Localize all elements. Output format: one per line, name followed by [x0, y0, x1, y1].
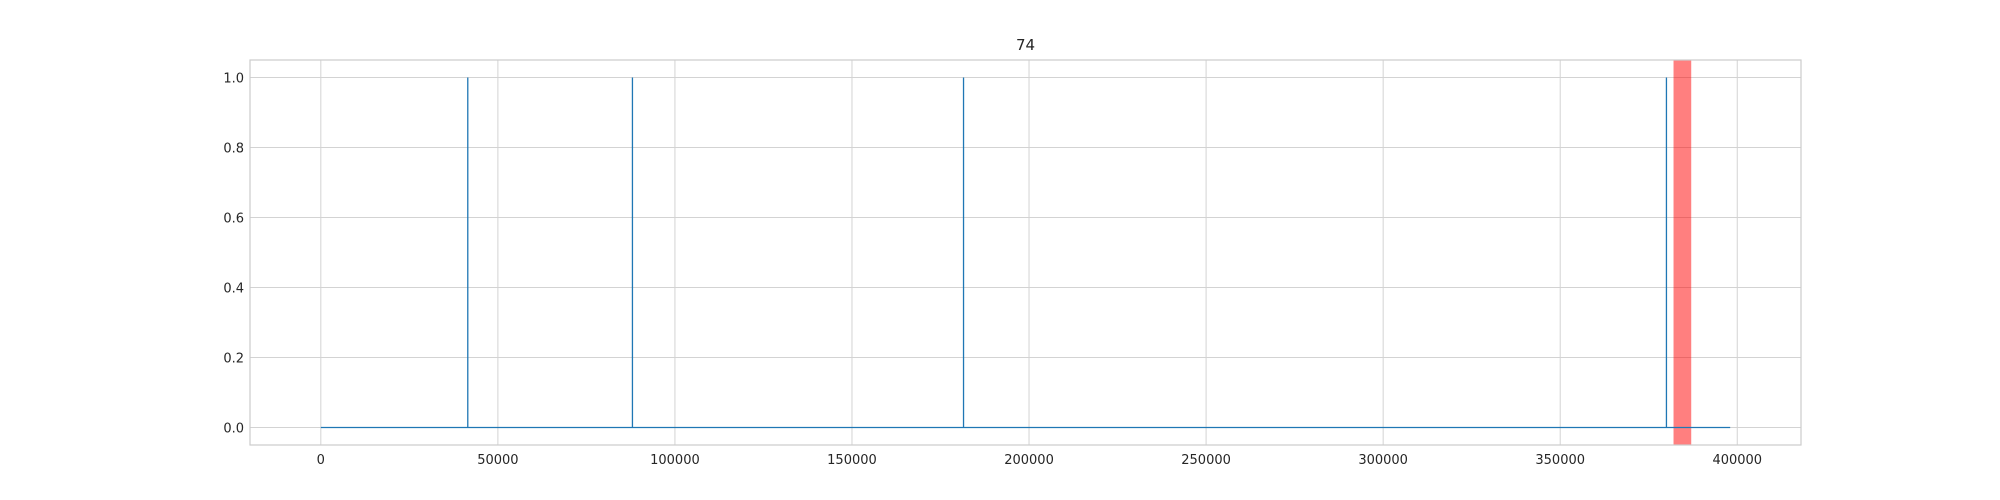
highlight-spans — [1673, 60, 1692, 445]
x-tick-label: 50000 — [477, 453, 518, 468]
x-tick-label: 300000 — [1358, 453, 1408, 468]
x-tick-label: 150000 — [827, 453, 877, 468]
plot-frame — [249, 59, 1802, 446]
y-tick-label: 0.8 — [223, 142, 244, 157]
y-tick-label: 0.2 — [223, 352, 244, 367]
x-tick-label: 350000 — [1535, 453, 1585, 468]
y-tick-label: 0.0 — [223, 422, 244, 437]
highlight-span-0 — [1673, 60, 1692, 445]
chart-title: 74 — [1016, 36, 1035, 54]
series-layer — [320, 77, 1731, 429]
grid — [250, 60, 1801, 445]
y-axis-ticks: 0.0 0.2 0.4 0.6 0.8 1.0 — [223, 72, 244, 437]
y-tick-label: 0.6 — [223, 212, 244, 227]
x-tick-label: 0 — [317, 453, 325, 468]
y-tick-label: 1.0 — [223, 72, 244, 87]
x-tick-label: 200000 — [1004, 453, 1054, 468]
x-axis-ticks: 0 50000 100000 150000 200000 250000 300000 3500… — [317, 453, 1762, 468]
series-line-0 — [320, 77, 1731, 429]
x-tick-label: 250000 — [1181, 453, 1231, 468]
x-tick-label: 400000 — [1712, 453, 1762, 468]
x-tick-label: 100000 — [650, 453, 700, 468]
y-tick-label: 0.4 — [223, 282, 244, 297]
